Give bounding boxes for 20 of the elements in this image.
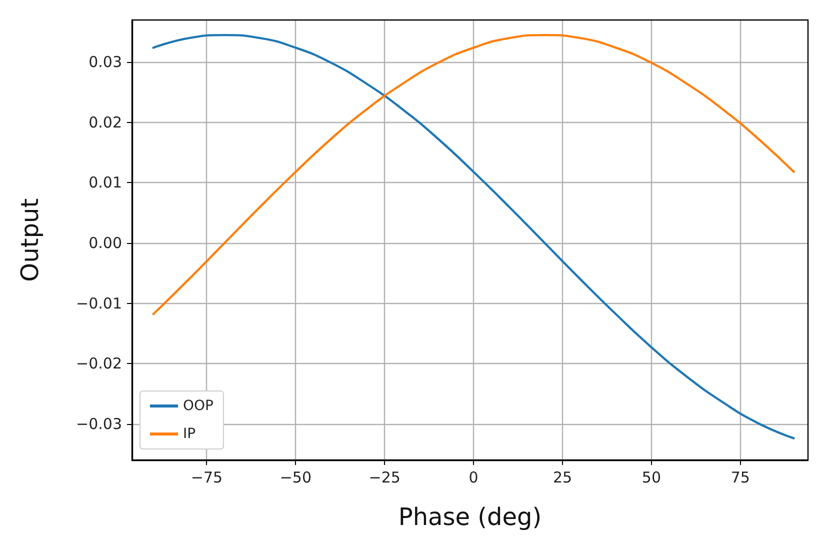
y-tick-label: −0.02 [76,354,122,373]
y-tick-label: 0.00 [88,234,122,252]
y-tick-label: −0.01 [76,294,122,312]
y-tick-label: 0.01 [88,174,122,192]
x-tick-label: −50 [280,468,312,486]
x-tick-label: 50 [642,468,661,486]
y-axis-title: Output [16,198,44,282]
line-series [152,34,795,316]
x-tick-label: 75 [730,468,750,486]
x-axis-title: Phase (deg) [398,503,542,531]
x-tick-label: −25 [368,468,400,486]
x-tick-label: −75 [190,468,223,486]
x-tick-label: 25 [552,468,572,486]
x-tick-label: 0 [468,468,478,486]
y-tick-label: 0.02 [88,113,122,132]
legend-label: IP [183,426,196,442]
legend-label: OOP [183,398,214,414]
y-tick-label: 0.03 [88,53,122,72]
line-series [152,34,795,440]
y-tick-label: −0.03 [76,414,122,433]
